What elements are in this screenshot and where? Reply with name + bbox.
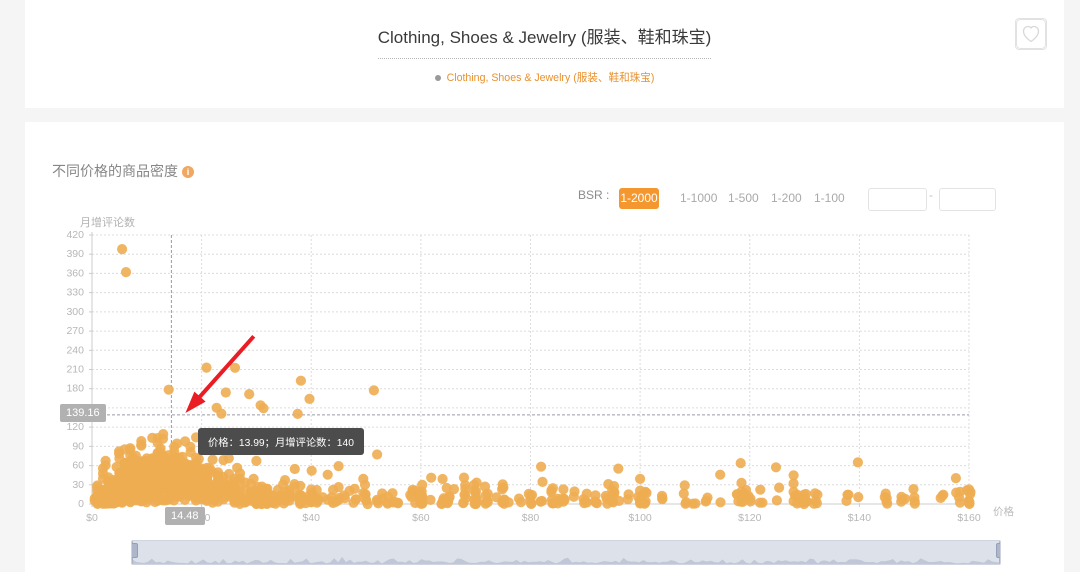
svg-text:390: 390	[66, 248, 84, 260]
svg-text:300: 300	[66, 306, 84, 318]
svg-text:$140: $140	[848, 512, 872, 524]
svg-text:180: 180	[66, 383, 84, 395]
svg-text:120: 120	[66, 421, 84, 433]
svg-text:240: 240	[66, 344, 84, 356]
svg-text:420: 420	[66, 229, 84, 241]
svg-text:$60: $60	[412, 512, 430, 524]
svg-text:30: 30	[72, 479, 84, 491]
svg-text:$80: $80	[522, 512, 540, 524]
svg-text:0: 0	[78, 498, 84, 510]
svg-text:270: 270	[66, 325, 84, 337]
svg-text:$120: $120	[738, 512, 762, 524]
svg-text:$40: $40	[302, 512, 320, 524]
svg-text:$160: $160	[957, 512, 981, 524]
svg-text:60: 60	[72, 460, 84, 472]
svg-text:$100: $100	[628, 512, 652, 524]
svg-text:330: 330	[66, 287, 84, 299]
svg-text:90: 90	[72, 440, 84, 452]
svg-text:360: 360	[66, 267, 84, 279]
svg-text:$0: $0	[86, 512, 98, 524]
svg-text:210: 210	[66, 364, 84, 376]
